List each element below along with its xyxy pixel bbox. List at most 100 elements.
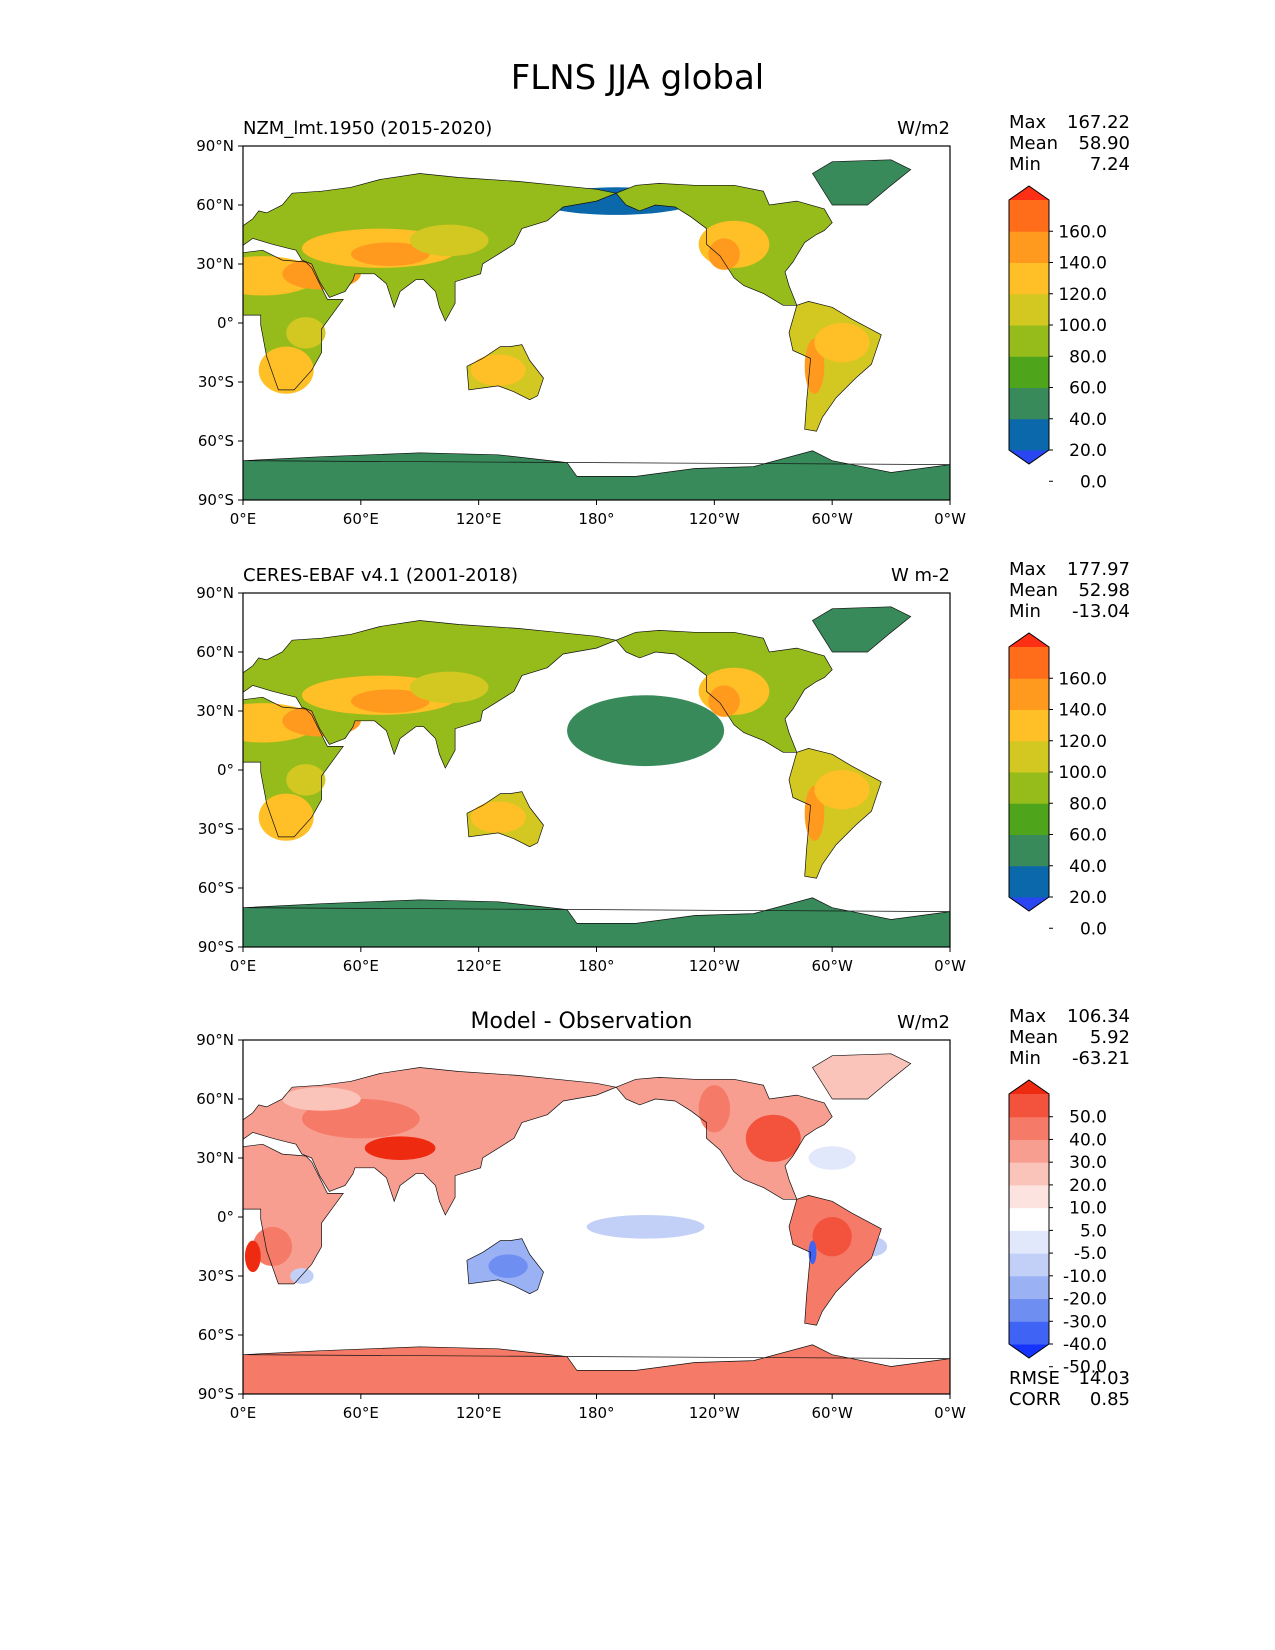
lat-tick-label: 60°N — [196, 643, 234, 661]
coastline-namerica — [615, 183, 833, 306]
coastline-eurasia — [243, 620, 618, 769]
coastline-australia — [466, 1238, 544, 1295]
field-blob — [808, 1146, 856, 1170]
colorbar-label: 100.0 — [1058, 763, 1107, 783]
panel-units: W m-2 — [891, 565, 950, 586]
coastline-samerica — [788, 301, 882, 432]
lon-tick-label: 180° — [578, 510, 614, 528]
colorbar-outline — [1008, 632, 1050, 912]
field-blob — [808, 1240, 817, 1265]
lon-tick-label: 120°W — [689, 957, 740, 975]
stat-value: 58.90 — [1078, 133, 1130, 154]
colorbar — [1008, 632, 1053, 929]
lat-tick-label: 0° — [217, 1208, 234, 1226]
colorbar-segment — [1009, 647, 1049, 679]
colorbar-label: 140.0 — [1058, 254, 1107, 274]
panel-2: CERES-EBAF v4.1 (2001-2018) W m-2 90°N 60°N… — [196, 559, 1130, 975]
field-blob — [745, 1114, 801, 1162]
lat-tick-label: 90°S — [198, 491, 234, 509]
lon-tick-label: 180° — [578, 957, 614, 975]
lon-tick-label: 120°E — [456, 510, 502, 528]
colorbar-label: 10.0 — [1069, 1199, 1107, 1219]
lon-tick-label: 120°W — [689, 1404, 740, 1422]
lon-tick-label: 0°W — [934, 1404, 966, 1422]
lat-tick-label: 30°N — [196, 255, 234, 273]
lat-tick-label: 30°S — [198, 1267, 234, 1285]
field-blob — [409, 671, 489, 704]
field-region — [616, 1077, 833, 1200]
stat-label: Mean — [1009, 133, 1058, 154]
stat-label: Min — [1009, 601, 1041, 622]
field-blob — [708, 685, 740, 717]
field-blob — [290, 1268, 314, 1284]
field-region — [243, 450, 950, 500]
coastline-namerica — [615, 630, 833, 753]
stat-label: Mean — [1009, 1027, 1058, 1048]
field-region — [789, 1195, 882, 1326]
lat-tick-label: 60°S — [198, 879, 234, 897]
colorbar-label: 160.0 — [1058, 222, 1107, 242]
map-plot — [243, 159, 950, 500]
figure-title: FLNS JJA global — [510, 58, 765, 98]
colorbar-segment — [1009, 772, 1049, 804]
lat-tick-label: 90°S — [198, 1385, 234, 1403]
lon-tick-label: 120°E — [456, 957, 502, 975]
field-blob — [698, 1085, 731, 1133]
map-field — [243, 159, 950, 500]
colorbar-label: -30.0 — [1063, 1312, 1107, 1332]
colorbar-segment — [1009, 325, 1049, 357]
colorbar-label: 0.0 — [1080, 472, 1107, 492]
colorbar-label: 0.0 — [1080, 919, 1107, 939]
colorbar-segment — [1009, 740, 1049, 773]
lon-tick-label: 60°W — [811, 957, 853, 975]
field-region — [243, 897, 950, 947]
panel-3: Model - Observation W/m2 90°N 60°N 30°N 0° 30°… — [196, 1006, 1130, 1422]
field-region — [812, 159, 911, 205]
coastline-antarctica — [243, 897, 950, 924]
panel-title: Model - Observation — [471, 1009, 693, 1034]
coastline-greenland — [812, 159, 912, 206]
stat-value: -63.21 — [1072, 1048, 1130, 1069]
field-blob — [814, 770, 870, 810]
colorbar-segment — [1009, 834, 1049, 867]
colorbar-segment — [1009, 1094, 1049, 1118]
colorbar-label: 50.0 — [1069, 1108, 1107, 1128]
lon-tick-label: 60°E — [343, 510, 379, 528]
colorbar-label: 30.0 — [1069, 1153, 1107, 1173]
colorbar-segment — [1009, 356, 1049, 388]
lat-tick-label: 60°N — [196, 1090, 234, 1108]
panel-1: NZM_lmt.1950 (2015-2020) W/m2 90°N 60°N 30°N… — [196, 112, 1130, 528]
colorbar-segment — [1009, 1162, 1049, 1186]
map-plot — [243, 1053, 950, 1394]
colorbar-label: 80.0 — [1069, 347, 1107, 367]
field-blob — [258, 793, 314, 841]
colorbar-label: 20.0 — [1069, 441, 1107, 461]
lon-tick-label: 60°W — [811, 1404, 853, 1422]
colorbar-segment — [1009, 200, 1049, 232]
stat-value: 14.03 — [1078, 1368, 1130, 1389]
colorbar-label: -50.0 — [1063, 1358, 1107, 1378]
lon-tick-label: 0°E — [230, 510, 257, 528]
lat-tick-label: 30°N — [196, 1149, 234, 1167]
colorbar-extend-high — [1009, 1080, 1049, 1094]
field-region — [243, 1344, 950, 1394]
colorbar-segment — [1009, 1207, 1049, 1231]
stat-value: 167.22 — [1067, 112, 1130, 133]
lon-tick-label: 0°W — [934, 510, 966, 528]
colorbar-label: 60.0 — [1069, 379, 1107, 399]
stat-value: 52.98 — [1078, 580, 1130, 601]
coastline-eurasia — [243, 173, 618, 322]
lon-tick-label: 0°W — [934, 957, 966, 975]
colorbar-label: 60.0 — [1069, 826, 1107, 846]
colorbar-label: 160.0 — [1058, 669, 1107, 689]
lon-tick-label: 120°E — [456, 1404, 502, 1422]
field-blob — [286, 764, 326, 796]
lon-tick-label: 120°W — [689, 510, 740, 528]
coastline-samerica — [788, 748, 882, 879]
colorbar-label: 20.0 — [1069, 1176, 1107, 1196]
stat-value: 177.97 — [1067, 559, 1130, 580]
colorbar-outline — [1008, 1079, 1050, 1359]
map-plot — [243, 606, 950, 947]
colorbar-segment — [1009, 1230, 1049, 1254]
stat-value: 106.34 — [1067, 1006, 1130, 1027]
